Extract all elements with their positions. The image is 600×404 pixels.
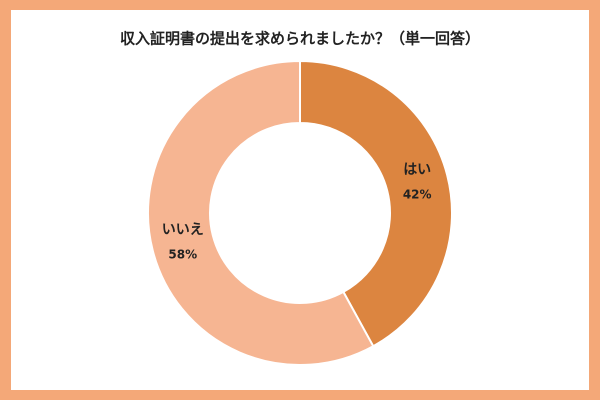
slice [299, 59, 453, 348]
value-label: 42% [403, 187, 432, 201]
chart-title: 収入証明書の提出を求められましたか？（単一回答） [120, 30, 480, 48]
value-label: 58% [168, 248, 197, 262]
slice-label: いいえ [162, 222, 204, 238]
slice-label: はい [403, 162, 431, 178]
slice [147, 59, 375, 366]
